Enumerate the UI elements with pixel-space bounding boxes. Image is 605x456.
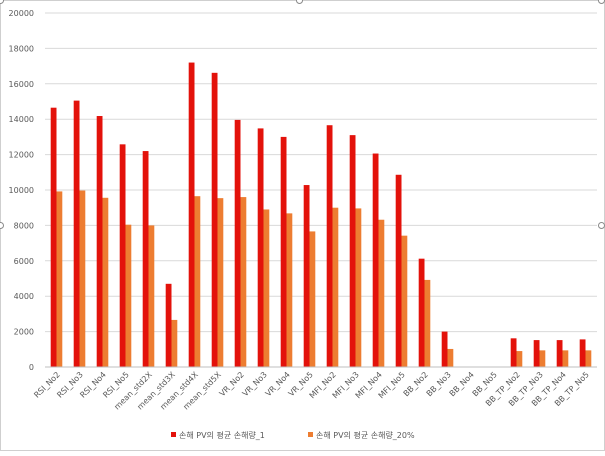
bars (50, 62, 592, 368)
legend-swatch-series-2 (308, 432, 313, 437)
bar-series-1-VR_No2[interactable] (234, 119, 241, 368)
y-tick-label: 12000 (9, 151, 34, 160)
bar-series-2-VR_No5[interactable] (309, 231, 316, 367)
y-tick-label: 20000 (9, 9, 34, 18)
bar-series-1-BB_TP_No5[interactable] (579, 339, 586, 367)
bar-series-2-VR_No3[interactable] (263, 209, 270, 367)
bar-series-1-mean_std2X[interactable] (142, 151, 149, 367)
bar-series-2-RSI_No2[interactable] (56, 191, 63, 367)
bar-series-2-BB_TP_No4[interactable] (562, 350, 569, 367)
bar-series-1-MFI_No4[interactable] (372, 153, 379, 367)
y-tick-label: 4000 (14, 292, 34, 301)
bar-series-2-mean_std5X[interactable] (217, 198, 224, 367)
x-axis-tick-labels: RSI_No2RSI_No3RSI_No4RSI_No5mean_std2Xme… (32, 370, 591, 412)
legend-swatch-series-1 (171, 432, 176, 437)
bar-series-2-RSI_No4[interactable] (102, 197, 109, 367)
bar-series-2-MFI_No2[interactable] (332, 207, 339, 367)
bar-series-1-BB_TP_No3[interactable] (533, 340, 540, 367)
resize-handle-top-left[interactable] (0, 0, 4, 4)
y-tick-label: 8000 (14, 221, 34, 230)
bar-series-2-MFI_No5[interactable] (401, 235, 408, 367)
bar-series-1-mean_std5X[interactable] (211, 72, 218, 368)
bar-series-2-mean_std4X[interactable] (194, 196, 201, 367)
bar-series-2-MFI_No4[interactable] (378, 219, 385, 367)
y-tick-label: 6000 (14, 257, 34, 266)
bar-series-1-RSI_No3[interactable] (73, 100, 80, 368)
bar-series-2-RSI_No5[interactable] (125, 224, 132, 367)
bar-series-2-BB_No2[interactable] (424, 279, 431, 367)
legend-label-series-2: 손해 PV의 평균 손해량_20% (316, 430, 415, 440)
bar-series-1-MFI_No2[interactable] (326, 125, 333, 367)
bar-series-1-BB_TP_No2[interactable] (510, 338, 517, 367)
y-tick-label: 18000 (9, 44, 34, 53)
legend-label-series-1: 손해 PV의 평균 손해량_1 (179, 430, 265, 440)
bar-series-1-mean_std3X[interactable] (165, 283, 172, 367)
bar-series-1-BB_TP_No4[interactable] (556, 340, 563, 367)
legend: 손해 PV의 평균 손해량_1 손해 PV의 평균 손해량_20% (171, 430, 415, 440)
bar-series-1-VR_No3[interactable] (257, 128, 264, 367)
bar-series-1-mean_std4X[interactable] (188, 62, 195, 368)
bar-series-1-MFI_No3[interactable] (349, 135, 356, 367)
bar-series-2-MFI_No3[interactable] (355, 208, 362, 367)
bar-series-2-BB_No3[interactable] (447, 348, 454, 367)
bar-series-2-VR_No2[interactable] (240, 197, 247, 367)
y-tick-label: 10000 (9, 186, 34, 195)
bar-series-1-MFI_No5[interactable] (395, 174, 402, 367)
resize-handle-top[interactable] (296, 0, 303, 4)
bar-series-2-BB_TP_No2[interactable] (516, 351, 523, 367)
bar-series-1-BB_No3[interactable] (441, 331, 448, 367)
resize-handle-left[interactable] (0, 222, 4, 229)
bar-series-2-VR_No4[interactable] (286, 213, 293, 367)
y-tick-label: 0 (29, 363, 34, 372)
bar-series-2-mean_std2X[interactable] (148, 225, 155, 367)
bar-series-1-RSI_No2[interactable] (50, 107, 57, 367)
bar-series-2-RSI_No3[interactable] (79, 190, 86, 367)
resize-handle-right[interactable] (598, 222, 605, 229)
y-axis-tick-labels: 0 2000 4000 6000 8000 10000 12000 14000 16000 180… (9, 9, 34, 372)
bar-series-1-VR_No5[interactable] (303, 185, 310, 367)
bar-series-2-mean_std3X[interactable] (171, 319, 178, 367)
bar-series-1-RSI_No5[interactable] (119, 144, 126, 367)
y-tick-label: 2000 (14, 328, 34, 337)
y-tick-label: 16000 (9, 80, 34, 89)
gridlines (45, 12, 597, 333)
bar-series-1-VR_No4[interactable] (280, 136, 287, 367)
bar-series-1-BB_No2[interactable] (418, 258, 425, 367)
bar-series-2-BB_TP_No5[interactable] (585, 350, 592, 367)
bar-series-2-BB_TP_No3[interactable] (539, 350, 546, 367)
bar-series-1-RSI_No4[interactable] (96, 116, 103, 367)
y-tick-label: 14000 (9, 115, 34, 124)
